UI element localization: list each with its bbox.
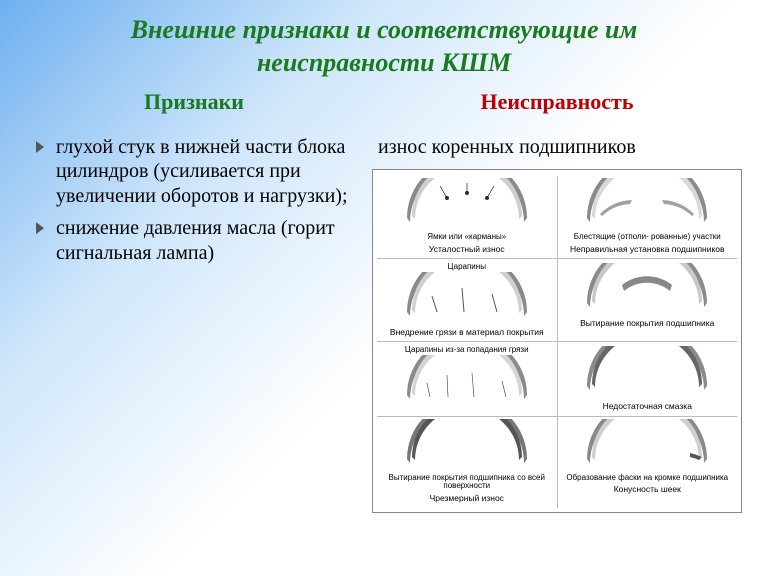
caption-bottom: Неправильная установка подшипников — [562, 245, 734, 254]
fault-text: износ коренных подшипников — [378, 135, 742, 159]
signs-heading: Признаки — [26, 89, 362, 115]
list-item: глухой стук в нижней части блока цилиндр… — [34, 135, 362, 208]
bearing-icon — [572, 178, 722, 226]
caption-top: Царапины из-за попадания грязи — [381, 346, 553, 355]
figure-cell: Образование фаски на кромке подшипника К… — [562, 419, 734, 495]
figure-cell: Ямки или «карманы» Усталостный износ — [381, 178, 553, 254]
sign-text: снижение давления масла (горит сигнальна… — [56, 217, 335, 263]
figure-cell: Блестящие (отполи- рованные) участки Неп… — [562, 178, 734, 254]
bearing-icon — [392, 178, 542, 226]
caption-bottom: Чрезмерный износ — [381, 494, 553, 503]
figure-grid: Ямки или «карманы» Усталостный износ Бле… — [377, 176, 737, 508]
columns: Признаки глухой стук в нижней части блок… — [26, 89, 742, 513]
slide: Внешние признаки и соответствующие им не… — [0, 0, 768, 576]
caption-bottom: Вытирание покрытия подшипника — [562, 319, 734, 328]
caption-top: Вытирание покрытия подшипника со всей по… — [381, 474, 553, 492]
bearing-icon — [392, 272, 542, 320]
bearing-icon — [392, 419, 542, 467]
bearing-icon — [572, 346, 722, 394]
caption-top: Царапины — [381, 263, 553, 272]
slide-title: Внешние признаки и соответствующие им не… — [46, 14, 722, 79]
bearing-icon — [392, 355, 542, 403]
left-column: Признаки глухой стук в нижней части блок… — [26, 89, 362, 513]
bearing-figure: Ямки или «карманы» Усталостный износ Бле… — [372, 169, 742, 513]
figure-cell: Царапины Внедрение грязи в материал покр… — [381, 263, 553, 337]
figure-cell: Царапины из-за попадания грязи — [381, 346, 553, 408]
right-column: Неисправность износ коренных подшипников — [372, 89, 742, 513]
caption-top: Образование фаски на кромке подшипника — [562, 474, 734, 483]
caption-bottom: Конусность шеек — [562, 485, 734, 494]
caption-bottom: Недостаточная смазка — [562, 402, 734, 411]
figure-cell: Недостаточная смазка — [562, 346, 734, 411]
figure-cell: Вытирание покрытия подшипника — [562, 263, 734, 328]
signs-list: глухой стук в нижней части блока цилиндр… — [34, 135, 362, 265]
sign-text: глухой стук в нижней части блока цилиндр… — [56, 136, 348, 207]
caption-top: Блестящие (отполи- рованные) участки — [562, 233, 734, 242]
list-item: снижение давления масла (горит сигнальна… — [34, 216, 362, 265]
bearing-icon — [572, 263, 722, 311]
caption-bottom: Усталостный износ — [381, 245, 553, 254]
caption-top: Ямки или «карманы» — [381, 233, 553, 242]
bearing-icon — [572, 419, 722, 467]
caption-bottom: Внедрение грязи в материал покрытия — [381, 328, 553, 337]
fault-heading: Неисправность — [372, 89, 742, 115]
figure-cell: Вытирание покрытия подшипника со всей по… — [381, 419, 553, 504]
